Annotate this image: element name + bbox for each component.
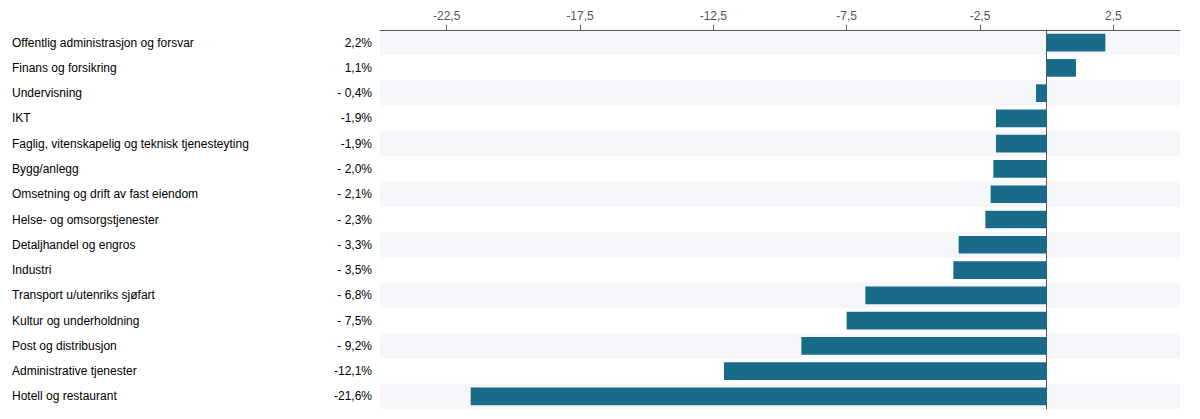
- svg-text:Omsetning og drift av fast eie: Omsetning og drift av fast eiendom: [12, 187, 198, 201]
- svg-text:Transport u/utenriks sjøfart: Transport u/utenriks sjøfart: [12, 288, 156, 302]
- svg-text:1,1%: 1,1%: [345, 61, 373, 75]
- svg-text:Helse- og omsorgstjenester: Helse- og omsorgstjenester: [12, 213, 159, 227]
- svg-text:-1,9%: -1,9%: [341, 137, 373, 151]
- svg-text:Administrative tjenester: Administrative tjenester: [12, 364, 137, 378]
- svg-text:-2,5: -2,5: [970, 9, 991, 23]
- svg-text:-21,6%: -21,6%: [334, 389, 372, 403]
- svg-text:Hotell og restaurant: Hotell og restaurant: [12, 389, 117, 403]
- svg-text:IKT: IKT: [12, 111, 31, 125]
- svg-text:Finans og forsikring: Finans og forsikring: [12, 61, 117, 75]
- svg-text:- 3,5%: - 3,5%: [337, 263, 372, 277]
- svg-text:-22,5: -22,5: [433, 9, 461, 23]
- svg-text:-12,1%: -12,1%: [334, 364, 372, 378]
- svg-text:-1,9%: -1,9%: [341, 111, 373, 125]
- svg-text:- 2,1%: - 2,1%: [337, 187, 372, 201]
- svg-text:- 6,8%: - 6,8%: [337, 288, 372, 302]
- svg-text:-17,5: -17,5: [566, 9, 594, 23]
- svg-text:Industri: Industri: [12, 263, 51, 277]
- svg-text:Offentlig administrasjon og fo: Offentlig administrasjon og forsvar: [12, 36, 194, 50]
- svg-text:- 7,5%: - 7,5%: [337, 314, 372, 328]
- svg-text:Kultur og underholdning: Kultur og underholdning: [12, 314, 139, 328]
- svg-text:2,2%: 2,2%: [345, 36, 373, 50]
- svg-text:Undervisning: Undervisning: [12, 86, 82, 100]
- svg-text:Detaljhandel og engros: Detaljhandel og engros: [12, 238, 135, 252]
- svg-text:Post og distribusjon: Post og distribusjon: [12, 339, 117, 353]
- svg-text:-12,5: -12,5: [700, 9, 728, 23]
- svg-text:- 2,0%: - 2,0%: [337, 162, 372, 176]
- svg-text:Faglig, vitenskapelig og tekni: Faglig, vitenskapelig og teknisk tjenest…: [12, 137, 249, 151]
- svg-text:- 3,3%: - 3,3%: [337, 238, 372, 252]
- svg-text:- 2,3%: - 2,3%: [337, 213, 372, 227]
- svg-text:- 0,4%: - 0,4%: [337, 86, 372, 100]
- svg-text:Bygg/anlegg: Bygg/anlegg: [12, 162, 79, 176]
- svg-text:- 9,2%: - 9,2%: [337, 339, 372, 353]
- svg-text:2,5: 2,5: [1105, 9, 1122, 23]
- svg-text:-7,5: -7,5: [836, 9, 857, 23]
